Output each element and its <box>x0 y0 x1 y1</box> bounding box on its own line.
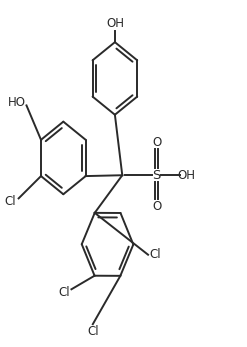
Text: OH: OH <box>177 169 195 182</box>
Text: Cl: Cl <box>87 325 99 338</box>
Text: HO: HO <box>8 96 26 109</box>
Text: O: O <box>152 136 161 149</box>
Text: Cl: Cl <box>149 248 161 261</box>
Text: O: O <box>152 200 161 213</box>
Text: S: S <box>152 169 161 182</box>
Text: Cl: Cl <box>4 195 16 208</box>
Text: Cl: Cl <box>58 286 70 299</box>
Text: OH: OH <box>106 17 124 29</box>
